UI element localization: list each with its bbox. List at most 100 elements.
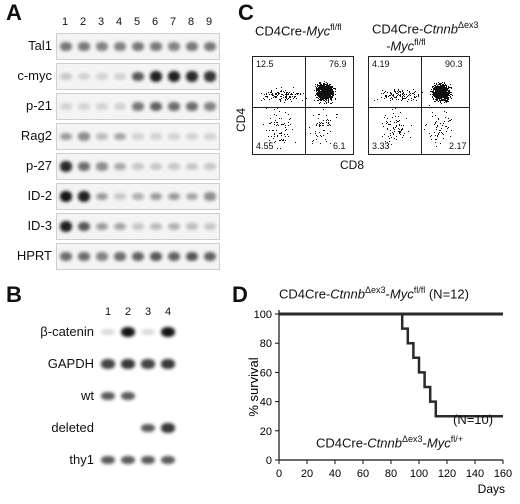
flow-event-dot [322,98,324,100]
flow-event-dot [395,127,397,129]
flow-event-dot [435,89,437,91]
flow-event-dot [326,133,328,135]
lane-number: 7 [169,16,177,28]
flow-event-dot [319,114,321,116]
flow-event-dot [279,140,281,142]
flow-event-dot [301,100,303,102]
flow-event-dot [432,91,434,93]
flow-event-dot [451,94,453,96]
flow-event-dot [397,121,399,123]
flow-event-dot [393,91,395,93]
flow-event-dot [444,91,446,93]
blot-band [204,251,216,262]
flow-event-dot [440,92,442,94]
flow-event-dot [397,95,399,97]
flow-event-dot [384,94,386,96]
flow-event-dot [385,120,387,122]
flow-event-dot [449,86,451,88]
flow-event-dot [446,112,448,114]
blot-strip [56,183,220,210]
flow-event-dot [284,96,286,98]
flow-event-dot [324,91,326,92]
flow-event-dot [325,85,327,87]
flow-event-dot [392,99,394,101]
flow-event-dot [438,89,440,91]
blot-strip [56,93,220,120]
flow-event-dot [433,132,435,134]
flow-event-dot [276,94,278,96]
flow-event-dot [326,88,328,90]
flow-event-dot [436,138,438,140]
flow-event-dot [443,97,445,99]
blot-band [96,42,108,51]
flow-event-dot [399,134,401,136]
flow-event-dot [321,91,323,93]
flow-event-dot [438,117,439,119]
flow-event-dot [291,93,293,95]
blot-band [150,42,162,51]
flow-event-dot [265,95,267,97]
flow-event-dot [329,90,331,92]
flow-event-dot [438,88,440,90]
flow-event-dot [440,87,442,89]
flow-event-dot [392,97,394,99]
flow-event-dot [317,123,319,125]
flow-event-dot [333,88,335,90]
flow-event-dot [334,93,336,95]
blot-band [101,455,115,465]
flow-event-dot [271,94,273,96]
flow-event-dot [445,126,447,128]
flow-event-dot [446,90,448,92]
flow-event-dot [278,91,280,93]
flow-event-dot [440,95,442,97]
quadrant-line-vertical [305,57,306,154]
blot-band [101,329,115,335]
flow-event-dot [437,94,439,96]
flow-event-dot [261,99,263,101]
flow-event-dot [409,94,411,96]
flow-event-dot [325,92,327,94]
flow-event-dot [437,91,439,93]
flow-event-dot [436,87,438,89]
flow-event-dot [319,84,321,86]
flow-event-dot [448,94,450,96]
flow-event-dot [412,92,414,94]
flow-event-dot [281,118,283,120]
flow-event-dot [287,99,289,101]
flow-event-dot [439,94,441,96]
flow-event-dot [321,97,323,98]
flow-event-dot [439,88,441,90]
flow-event-dot [319,86,321,88]
flow-event-dot [443,86,445,88]
flow-event-dot [444,87,446,89]
flow-event-dot [281,93,283,95]
flow-event-dot [322,82,324,84]
blot-band [204,223,216,230]
flow-event-dot [287,124,289,126]
flow-event-dot [403,133,405,134]
flow-event-dot [324,129,326,131]
flow-event-dot [447,98,449,100]
flow-event-dot [333,93,335,95]
flow-event-dot [273,133,275,135]
flow-event-dot [323,100,325,102]
blot-band [60,73,72,80]
flow-event-dot [439,95,441,97]
flow-event-dot [316,125,318,127]
flow-event-dot [333,87,335,89]
flow-event-dot [441,89,443,91]
flow-event-dot [440,94,442,96]
blot-band [60,252,72,261]
flow-event-dot [325,93,327,95]
blot-band [168,192,180,201]
flow-event-dot [274,135,276,137]
flow-event-dot [280,132,282,134]
flow-event-dot [448,100,450,102]
flow-event-dot [329,99,331,101]
flow-event-dot [320,96,322,98]
flow-event-dot [326,99,327,101]
flow-event-dot [441,95,443,97]
flow-event-dot [447,86,449,88]
flow-event-dot [404,97,406,99]
flow-event-dot [324,97,326,99]
